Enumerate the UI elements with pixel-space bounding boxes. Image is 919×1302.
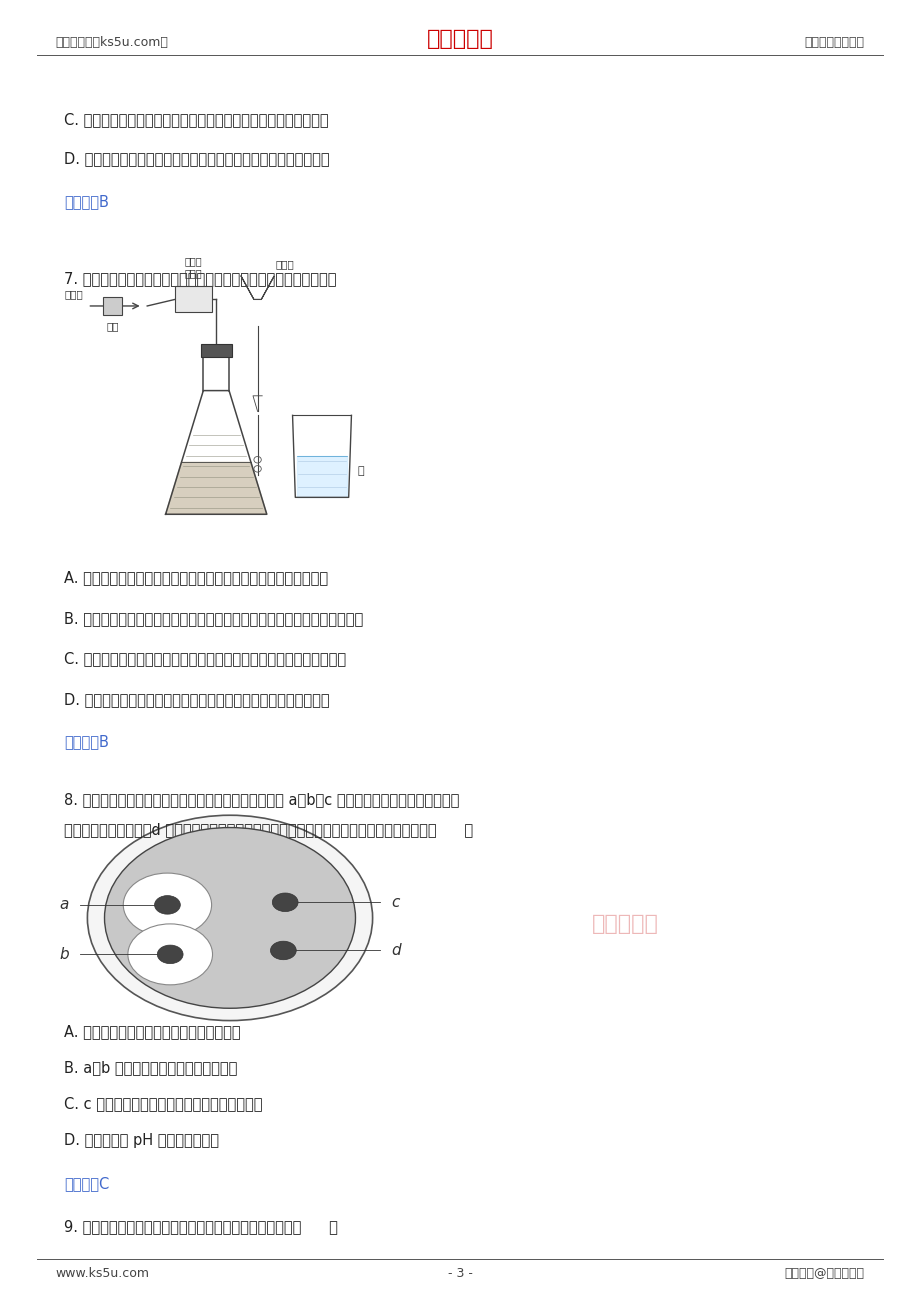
- Text: 7. 图为利用装置进行传统果酒发酵的示意图，下列叙述错误的是（）: 7. 图为利用装置进行传统果酒发酵的示意图，下列叙述错误的是（）: [64, 271, 336, 286]
- FancyBboxPatch shape: [200, 344, 232, 357]
- Text: c: c: [391, 894, 399, 910]
- Text: A. 在酒精发酵的过程中，通气口应该是关闭的，以便创造无氧环境: A. 在酒精发酵的过程中，通气口应该是关闭的，以便创造无氧环境: [64, 570, 328, 586]
- Text: 通气口: 通气口: [64, 289, 83, 299]
- Text: B. 可以向锥形瓶内滴加重铬酸钾或观察烧杯有无气泡来判断是否有酒精生成: B. 可以向锥形瓶内滴加重铬酸钾或观察烧杯有无气泡来判断是否有酒精生成: [64, 611, 363, 626]
- Ellipse shape: [128, 924, 212, 984]
- Ellipse shape: [154, 896, 180, 914]
- Text: 相同）的无菌滤纸片，d 处滤纸片浸有无菌水。培养后的结果如下图所示。下列判断错误的是（      ）: 相同）的无菌滤纸片，d 处滤纸片浸有无菌水。培养后的结果如下图所示。下列判断错误…: [64, 822, 473, 837]
- Text: www.ks5u.com: www.ks5u.com: [55, 1267, 149, 1280]
- Text: A. 图中微生物的接种方法为稀释涂布平板法: A. 图中微生物的接种方法为稀释涂布平板法: [64, 1023, 241, 1039]
- FancyBboxPatch shape: [175, 286, 211, 312]
- Text: 【答案】C: 【答案】C: [64, 1176, 109, 1191]
- Text: 开关: 开关: [107, 322, 119, 332]
- Text: b: b: [60, 947, 69, 962]
- Polygon shape: [297, 456, 346, 497]
- Text: 高考资源网: 高考资源网: [592, 914, 658, 935]
- Text: D. 该培养基的 pH 为中性或弱碱性: D. 该培养基的 pH 为中性或弱碱性: [64, 1133, 219, 1148]
- Ellipse shape: [123, 874, 211, 936]
- Ellipse shape: [105, 828, 355, 1008]
- Text: D. 建立自然保护区属于就地保护，是保护濒危物种的唯一有效手段: D. 建立自然保护区属于就地保护，是保护濒危物种的唯一有效手段: [64, 151, 330, 167]
- Polygon shape: [165, 462, 267, 514]
- Ellipse shape: [87, 815, 372, 1021]
- Text: 【答案】B: 【答案】B: [64, 734, 109, 750]
- FancyBboxPatch shape: [103, 297, 121, 315]
- Text: C. 繁殖期的雄性动物为驱赶其他同伴发出的鸣叫声，属于行为信息: C. 繁殖期的雄性动物为驱赶其他同伴发出的鸣叫声，属于行为信息: [64, 112, 329, 128]
- Ellipse shape: [270, 941, 296, 960]
- Text: 接种口: 接种口: [276, 259, 294, 270]
- Text: 版权所有@高考资源网: 版权所有@高考资源网: [784, 1267, 864, 1280]
- Text: 水: 水: [357, 466, 364, 477]
- Text: d: d: [391, 943, 400, 958]
- Text: C. 若用该装置进行果醋发酵，则通气口进入的空气是可以不进行杀菌的: C. 若用该装置进行果醋发酵，则通气口进入的空气是可以不进行杀菌的: [64, 651, 346, 667]
- Text: 高考资源网: 高考资源网: [426, 29, 493, 49]
- Text: C. c 处的微生物发生了基因突变，产生了抗药性: C. c 处的微生物发生了基因突变，产生了抗药性: [64, 1096, 263, 1112]
- Text: 微生物
过滤膜: 微生物 过滤膜: [184, 256, 202, 279]
- Text: 8. 某研究小组在大肠杆菌的培养基上进行抑菌实验，在 a、b、c 处分别贴浸有不同抗生素（浓度: 8. 某研究小组在大肠杆菌的培养基上进行抑菌实验，在 a、b、c 处分别贴浸有不…: [64, 792, 460, 807]
- Text: 您身边的高考专家: 您身边的高考专家: [804, 36, 864, 49]
- Text: - 3 -: - 3 -: [447, 1267, 472, 1280]
- Text: 【答案】B: 【答案】B: [64, 194, 109, 210]
- Text: 9. 下列关于动物细胞融合技术及其意义的叙述，错误的是（      ）: 9. 下列关于动物细胞融合技术及其意义的叙述，错误的是（ ）: [64, 1219, 338, 1234]
- Text: a: a: [60, 897, 69, 913]
- Ellipse shape: [272, 893, 298, 911]
- Text: D. 果酒发酵过程中，将通气口打开并接种醋酸菌便可能有醋酸生成: D. 果酒发酵过程中，将通气口打开并接种醋酸菌便可能有醋酸生成: [64, 691, 330, 707]
- Ellipse shape: [157, 945, 183, 963]
- Text: B. a、b 处的抗生素的抑菌效果相差不大: B. a、b 处的抗生素的抑菌效果相差不大: [64, 1060, 237, 1075]
- Text: 高考资源网（ks5u.com）: 高考资源网（ks5u.com）: [55, 36, 168, 49]
